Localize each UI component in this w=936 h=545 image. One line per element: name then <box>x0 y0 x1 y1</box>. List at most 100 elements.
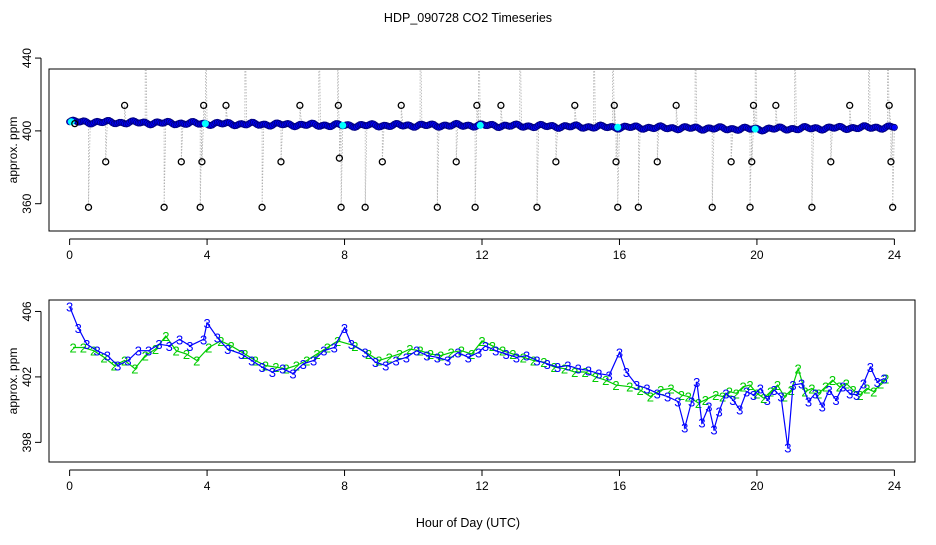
raw-point <box>177 158 185 166</box>
raw-point <box>142 0 148 3</box>
series-3-marker: 3 <box>698 416 705 431</box>
top-x-tick-label: 0 <box>66 248 73 262</box>
bottom-plot-area: 2 2 2 22 222 222 2 22 2 22 2 2 2 2 2 2 2 2 2 22 2 2 2 2 2 2 2 2 2 22 2… <box>66 300 889 456</box>
series-3-marker: 3 <box>681 421 688 436</box>
series-3-marker: 3 <box>846 386 853 401</box>
raw-point <box>334 101 343 110</box>
series-3-marker: 3 <box>482 339 489 354</box>
raw-point <box>533 203 541 211</box>
series-3-marker: 3 <box>382 358 389 373</box>
series-3-marker: 3 <box>75 321 82 336</box>
raw-point <box>196 203 204 211</box>
series-2-marker: 2 <box>121 354 128 369</box>
series-2-marker: 2 <box>386 350 393 365</box>
series-2-marker: 2 <box>520 350 527 365</box>
series-2-marker: 2 <box>612 378 619 393</box>
filtered-point-highlight <box>476 121 484 129</box>
raw-point <box>316 0 322 3</box>
series-3-marker: 3 <box>372 355 379 370</box>
raw-point <box>808 203 816 211</box>
series-3-marker: 3 <box>93 344 100 359</box>
filtered-point-outline <box>890 123 898 131</box>
series-3-marker: 3 <box>736 403 743 418</box>
series-2-marker: 2 <box>205 340 212 355</box>
series-3-marker: 3 <box>789 378 796 393</box>
filtered-point-highlight <box>201 120 209 128</box>
series-2-marker: 2 <box>272 360 279 375</box>
series-3-marker: 3 <box>186 339 193 354</box>
series-3-marker: 3 <box>674 394 681 409</box>
bottom-x-tick-label: 20 <box>750 479 764 493</box>
raw-point <box>612 158 620 166</box>
series-2-marker: 2 <box>822 380 829 395</box>
raw-point <box>452 158 460 166</box>
series-3-marker: 3 <box>155 337 162 352</box>
series-2-marker: 2 <box>142 349 149 364</box>
series-2-marker: 2 <box>283 362 290 377</box>
series-2-marker: 2 <box>80 340 87 355</box>
series-2-marker: 2 <box>829 373 836 388</box>
series-2-marker: 2 <box>447 345 454 360</box>
series-2-marker: 2 <box>767 385 774 400</box>
raw-point <box>102 158 110 166</box>
series-3-marker: 3 <box>248 354 255 369</box>
raw-point <box>708 203 716 211</box>
series-3-marker: 3 <box>839 380 846 395</box>
raw-point <box>610 101 618 110</box>
series-3-marker: 3 <box>320 344 327 359</box>
bottom-x-tick-label: 24 <box>888 479 902 493</box>
series-2-marker: 2 <box>293 358 300 373</box>
series-2-marker: 2 <box>100 350 107 365</box>
raw-point <box>653 158 661 166</box>
top-x-tick-label: 12 <box>475 248 489 262</box>
series-2-marker: 2 <box>173 344 180 359</box>
series-3-marker: 3 <box>616 345 623 360</box>
bottom-y-tick-label: 406 <box>20 301 34 321</box>
series-3-marker: 3 <box>348 337 355 352</box>
series-3-marker: 3 <box>310 354 317 369</box>
raw-point <box>614 203 622 211</box>
series-2-marker: 2 <box>478 334 485 349</box>
series-3-marker: 3 <box>777 390 784 405</box>
series-3-marker: 3 <box>214 331 221 346</box>
bottom-y-tick-label: 398 <box>20 432 34 452</box>
series-2-marker: 2 <box>753 386 760 401</box>
series-2-marker: 2 <box>489 339 496 354</box>
top-series-trace-line <box>69 70 895 208</box>
series-2-marker: 2 <box>788 383 795 398</box>
series-3-marker: 3 <box>176 332 183 347</box>
series-3-marker: 3 <box>331 340 338 355</box>
series-2-marker: 2 <box>636 383 643 398</box>
bottom-x-tick-label: 4 <box>204 479 211 493</box>
series-3-marker: 3 <box>575 362 582 377</box>
raw-point <box>727 158 735 166</box>
raw-point <box>361 203 369 211</box>
top-y-axis-label: approx. ppm <box>6 117 20 184</box>
series-2-marker: 2 <box>303 354 310 369</box>
series-2-marker: 2 <box>815 386 822 401</box>
series-2-marker: 2 <box>417 344 424 359</box>
series-3-marker: 3 <box>743 385 750 400</box>
series-2-marker: 2 <box>863 381 870 396</box>
series-2-marker: 2 <box>746 378 753 393</box>
chart-title: HDP_090728 CO2 Timeseries <box>384 11 552 25</box>
series-3-marker: 3 <box>874 375 881 390</box>
top-x-tick-label: 24 <box>888 248 902 262</box>
series-3-marker: 3 <box>413 344 420 359</box>
raw-point <box>160 203 168 211</box>
top-x-tick-label: 20 <box>750 248 764 262</box>
series-2-marker: 2 <box>131 362 138 377</box>
raw-point <box>71 119 79 128</box>
series-3-marker: 3 <box>805 394 812 409</box>
series-3-marker: 3 <box>269 365 276 380</box>
series-3-marker: 3 <box>502 347 509 362</box>
series-3-marker: 3 <box>595 367 602 382</box>
series-3-marker: 3 <box>238 347 245 362</box>
series-2-marker: 2 <box>252 354 259 369</box>
filtered-point-highlight <box>614 123 622 131</box>
series-2-marker: 2 <box>69 340 76 355</box>
series-2-marker: 2 <box>719 390 726 405</box>
series-3-marker: 3 <box>104 349 111 364</box>
series-3-marker: 3 <box>623 365 630 380</box>
series-2-marker: 2 <box>262 358 269 373</box>
